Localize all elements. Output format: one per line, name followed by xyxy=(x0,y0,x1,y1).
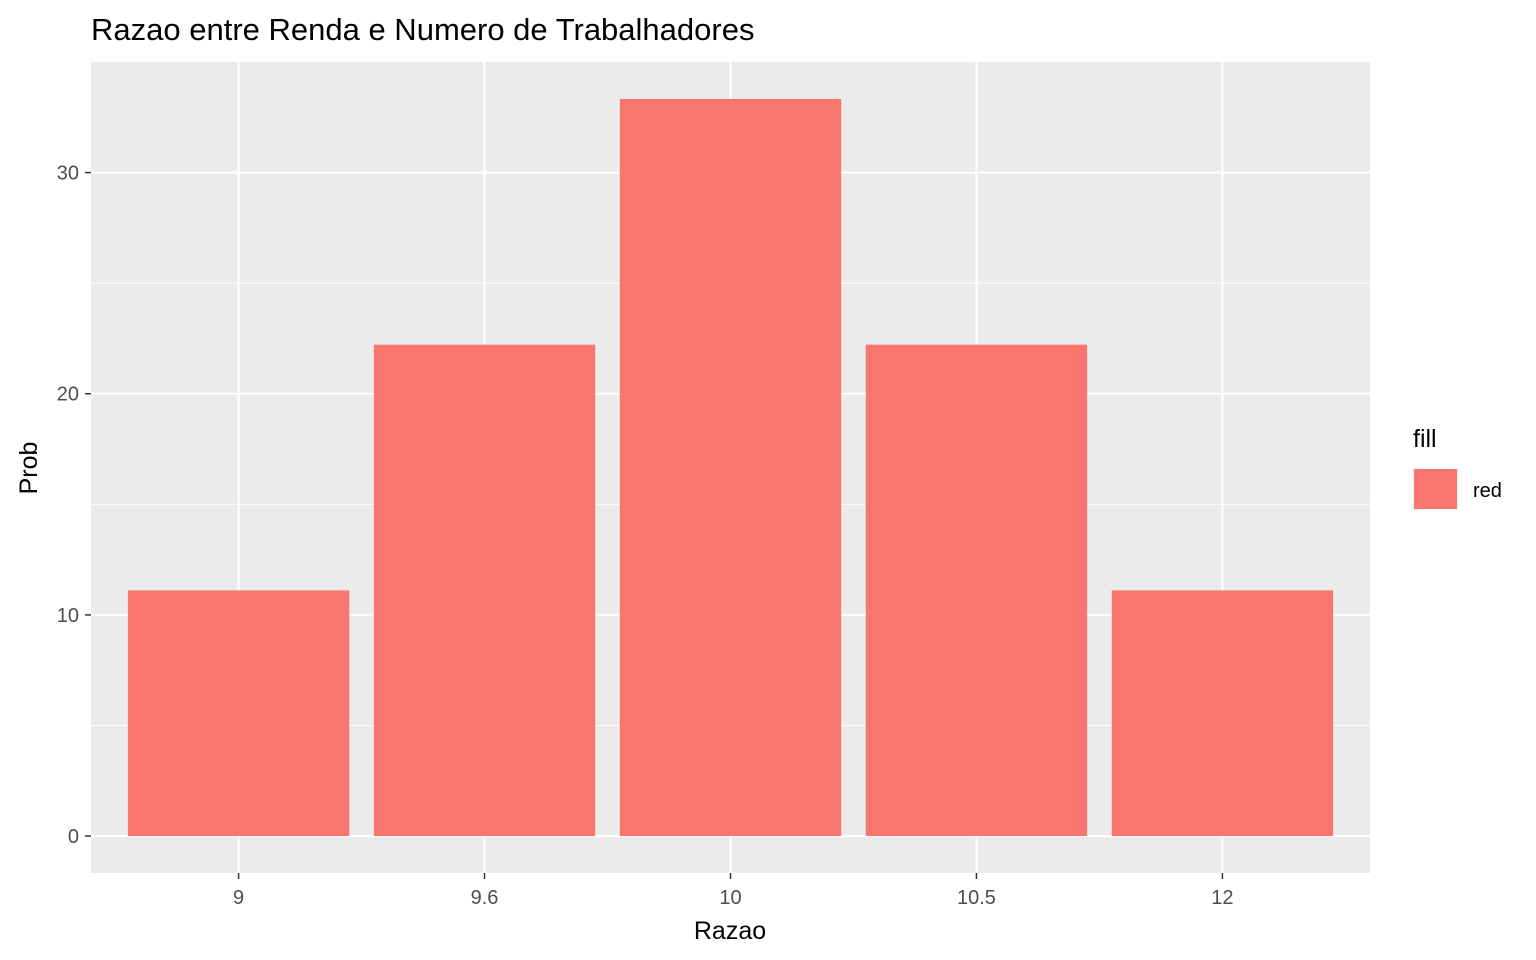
bar-9.6 xyxy=(373,344,596,837)
x-tick-label: 9 xyxy=(233,887,244,909)
bar-9 xyxy=(127,590,350,837)
y-axis-title: Prob xyxy=(15,442,43,495)
x-axis-title: Razao xyxy=(694,917,766,945)
y-tick-label: 0 xyxy=(68,826,79,848)
y-tick-label: 10 xyxy=(57,605,79,627)
legend-label-red: red xyxy=(1473,480,1502,502)
bar-10 xyxy=(619,98,842,837)
x-tick-label: 9.6 xyxy=(471,887,499,909)
y-tick-label: 30 xyxy=(57,163,79,185)
y-tick-label: 20 xyxy=(57,384,79,406)
bar-12 xyxy=(1111,590,1334,837)
x-tick-label: 10.5 xyxy=(957,887,996,909)
legend: fill red xyxy=(1413,425,1502,510)
x-tick-label: 10 xyxy=(719,887,741,909)
chart-title: Razao entre Renda e Numero de Trabalhado… xyxy=(91,12,754,47)
legend-swatch-red xyxy=(1414,469,1457,509)
y-axis-ticks: 0 10 20 30 xyxy=(57,163,91,848)
x-tick-label: 12 xyxy=(1211,887,1233,909)
bars xyxy=(127,98,1334,837)
bar-10.5 xyxy=(865,344,1088,837)
legend-title: fill xyxy=(1413,425,1437,453)
x-axis-ticks: 9 9.6 10 10.5 12 xyxy=(233,873,1234,909)
